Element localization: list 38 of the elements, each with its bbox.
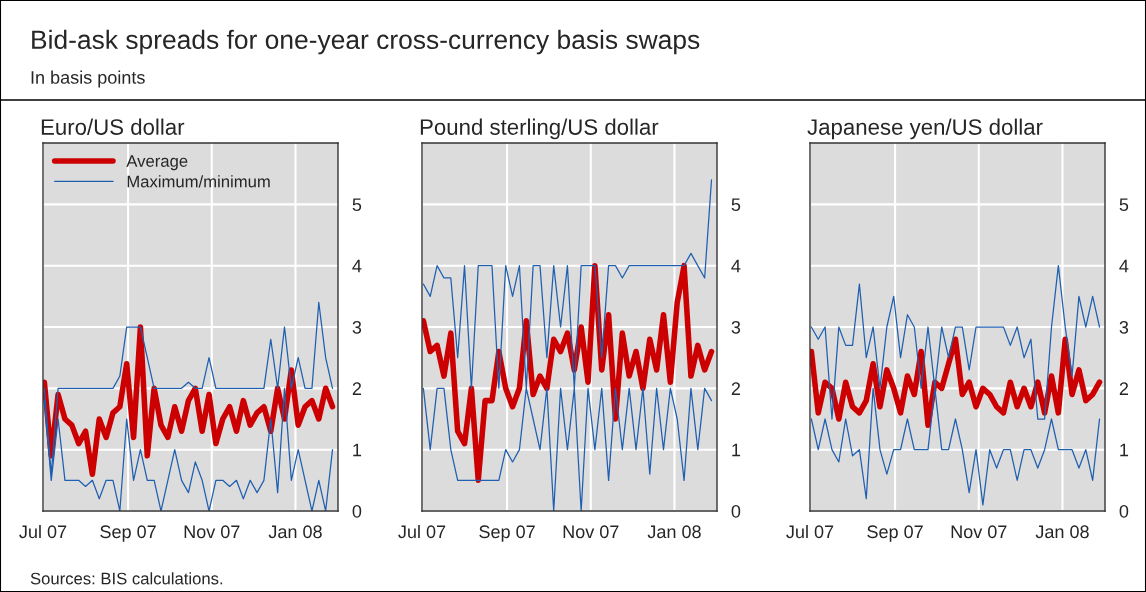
x-tick-label: Nov 07: [951, 525, 1007, 539]
y-tick-label: 5: [731, 198, 741, 212]
y-tick-label: 4: [1119, 259, 1129, 273]
x-tick-label: Jan 08: [1035, 525, 1089, 539]
text: Bid-ask spreads for one-year cross-currency basis swaps: [32, 29, 700, 55]
y-tick-label: 4: [352, 259, 362, 273]
x-tick-label: Nov 07: [563, 525, 619, 539]
y-tick-label: 5: [1119, 198, 1129, 212]
y-tick-label: 1: [1120, 443, 1129, 457]
source-note: Sources: BIS calculations.: [30, 572, 223, 585]
y-tick-label: 2: [352, 382, 362, 395]
chart-title: Pound sterling/US dollar: [420, 118, 659, 140]
x-tick-label: Jul 07: [398, 524, 446, 539]
y-tick-label: 1: [353, 443, 362, 457]
x-tick-label: Sep 07: [867, 525, 923, 542]
y-tick-label: 2: [731, 382, 741, 395]
y-tick-label: 1: [732, 443, 741, 457]
x-tick-label: Jan 08: [647, 525, 701, 539]
legend-label: Maximum/minimum: [127, 175, 270, 188]
y-tick-label: 0: [731, 504, 741, 518]
y-tick-label: 0: [352, 504, 362, 518]
text: In basis points: [31, 70, 145, 88]
y-tick-label: 2: [1119, 382, 1129, 395]
x-tick-label: Jul 07: [786, 524, 834, 539]
y-tick-label: 5: [352, 198, 362, 212]
x-tick-label: Jul 07: [19, 524, 67, 539]
legend-label: Average: [126, 155, 188, 171]
y-tick-label: 3: [731, 320, 741, 334]
x-tick-label: Sep 07: [479, 525, 535, 542]
chart-title: Euro/US dollar: [41, 118, 185, 135]
x-tick-label: Sep 07: [100, 525, 156, 542]
x-tick-label: Jan 08: [268, 525, 322, 539]
chart-title: Japanese yen/US dollar: [807, 118, 1043, 140]
y-tick-label: 4: [731, 259, 741, 273]
y-tick-label: 3: [352, 320, 362, 334]
y-tick-label: 3: [1119, 320, 1129, 334]
x-tick-label: Nov 07: [184, 525, 240, 539]
y-tick-label: 0: [1119, 504, 1129, 518]
